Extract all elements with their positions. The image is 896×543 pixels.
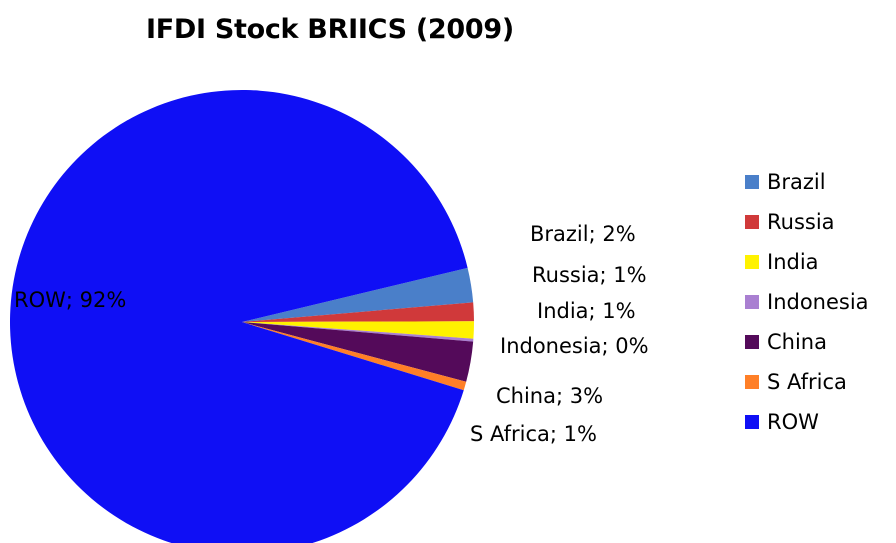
legend-swatch-china bbox=[745, 335, 759, 349]
legend-label-india: India bbox=[767, 250, 819, 274]
legend-swatch-india bbox=[745, 255, 759, 269]
pie-slice-china bbox=[242, 322, 474, 382]
legend: Brazil Russia India Indonesia China S Africa R… bbox=[745, 170, 869, 434]
data-label-china: China; 3% bbox=[496, 384, 603, 408]
legend-label-china: China bbox=[767, 330, 827, 354]
data-label-row: ROW; 92% bbox=[14, 288, 126, 312]
chart-title: IFDI Stock BRIICS (2009) bbox=[146, 14, 514, 45]
pie-slices bbox=[10, 90, 475, 543]
pie-slice-brazil bbox=[242, 267, 474, 322]
pie-slice-row bbox=[10, 90, 468, 543]
data-label-india: India; 1% bbox=[537, 299, 636, 323]
legend-swatch-russia bbox=[745, 215, 759, 229]
legend-swatch-brazil bbox=[745, 175, 759, 189]
pie-slice-s-africa bbox=[242, 322, 467, 391]
data-label-s-africa: S Africa; 1% bbox=[470, 422, 597, 446]
pie-slice-russia bbox=[242, 302, 474, 322]
legend-label-indonesia: Indonesia bbox=[767, 290, 869, 314]
legend-label-s-africa: S Africa bbox=[767, 370, 847, 394]
pie-slice-india bbox=[242, 321, 475, 339]
legend-label-row: ROW bbox=[767, 410, 819, 434]
data-label-russia: Russia; 1% bbox=[532, 263, 647, 287]
legend-swatch-indonesia bbox=[745, 295, 759, 309]
legend-swatch-s-africa bbox=[745, 375, 759, 389]
legend-label-brazil: Brazil bbox=[767, 170, 826, 194]
data-label-brazil: Brazil; 2% bbox=[530, 222, 636, 246]
data-labels: Brazil; 2% Russia; 1% India; 1% Indonesia; … bbox=[14, 222, 649, 446]
legend-label-russia: Russia bbox=[767, 210, 835, 234]
pie-slice-indonesia bbox=[242, 322, 474, 342]
data-label-indonesia: Indonesia; 0% bbox=[500, 334, 649, 358]
legend-swatch-row bbox=[745, 415, 759, 429]
